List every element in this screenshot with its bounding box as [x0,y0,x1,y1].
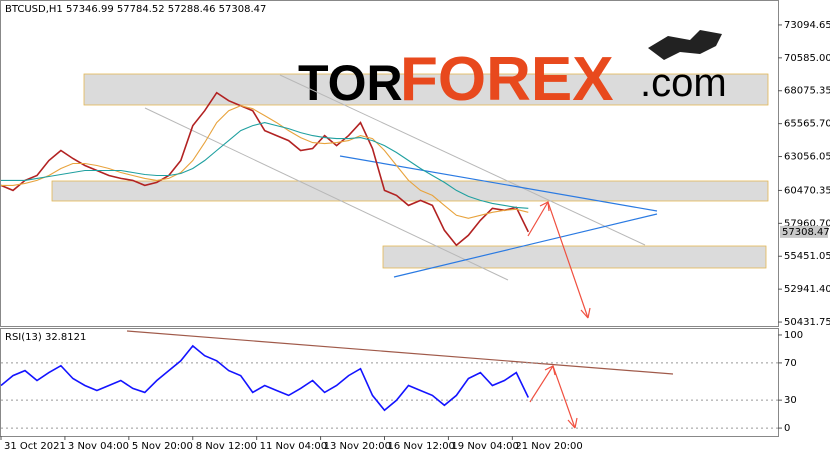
x-tick-label: 31 Oct 2021 [4,441,66,452]
zones [51,73,769,269]
trend-line [339,155,658,212]
y-tick-label: 63056.05 [784,152,830,163]
x-tick-label: 13 Nov 20:00 [324,441,391,452]
logo-tor: TOR [298,55,403,111]
panel-title: RSI(13) 32.8121 [5,332,86,343]
logo: TOR FOREX .com [298,30,727,114]
x-tick-label: 11 Nov 04:00 [260,441,327,452]
rsi-trend-line [126,330,674,375]
x-tick-label: 21 Nov 20:00 [515,441,582,452]
zone [83,73,769,106]
y-tick-label: 52941.40 [784,284,830,295]
y-tick-label: 70585.00 [784,53,830,64]
series-line [0,344,530,412]
x-tick-label: 19 Nov 04:00 [451,441,518,452]
channel-line [279,74,646,246]
rsi-forecast-arrow [529,364,576,429]
y-tick-label: 73094.65 [784,20,830,31]
main-panel [0,0,779,327]
x-tick-label: 3 Nov 04:00 [68,441,129,452]
x-tick-label: 5 Nov 20:00 [132,441,193,452]
panel-title: BTCUSD,H1 57346.99 57784.52 57288.46 573… [5,4,266,15]
series-line [1,105,529,219]
y-tick-label: 30 [784,395,797,406]
logo-com: .com [640,61,727,105]
channel-line [144,107,509,281]
y-tick-label: 57960.70 [784,218,830,229]
trend-line [393,213,658,278]
series-line [0,91,530,247]
y-tick-label: 68075.35 [784,86,830,97]
y-tick-label: 60470.35 [784,185,830,196]
zone [51,180,769,202]
zone [382,245,767,269]
rsi-panel [0,328,779,437]
logo-bull [648,30,722,60]
arrow-head [539,201,591,319]
y-tick-label: 50431.75 [784,317,830,328]
price-marker [780,225,828,238]
price-marker-label: 57308.47 [782,227,830,238]
x-tick-label: 8 Nov 12:00 [196,441,257,452]
series-line [1,122,529,209]
y-tick-label: 0 [784,423,790,434]
y-tick-label: 65565.70 [784,119,830,130]
logo-forex: FOREX [400,45,614,114]
x-tick-label: 16 Nov 12:00 [388,441,455,452]
trend-lines [126,74,674,429]
arrow-head [544,365,578,429]
y-tick-label: 100 [784,330,803,341]
y-tick-label: 70 [784,358,797,369]
y-tick-label: 55451.05 [784,251,830,262]
